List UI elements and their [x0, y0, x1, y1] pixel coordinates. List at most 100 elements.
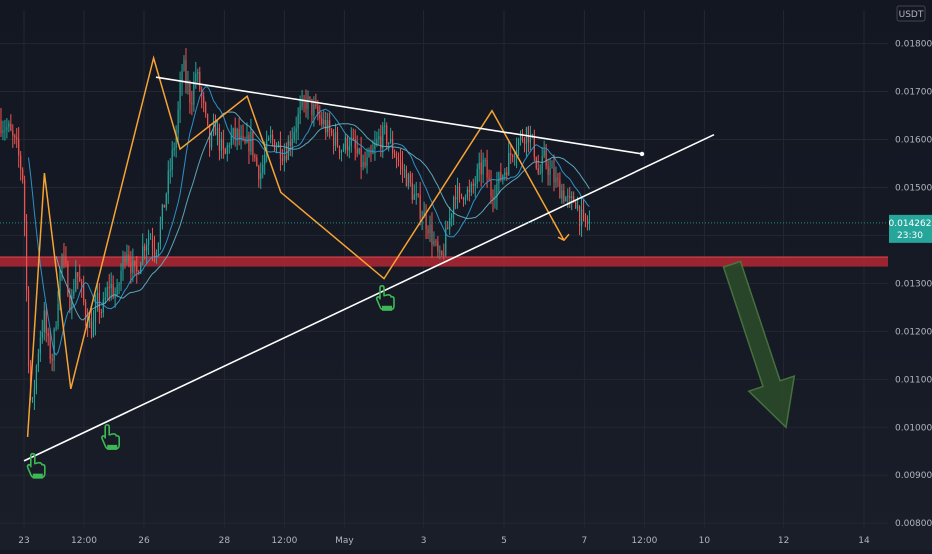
candle-body: [447, 227, 449, 230]
zigzag-pattern-line: [26, 55, 565, 437]
candle-body: [295, 128, 297, 133]
candle-body: [474, 183, 476, 186]
pointing-hand-cuff: [382, 305, 392, 311]
candle-body: [37, 353, 39, 367]
candle-body: [364, 162, 366, 166]
candle-body: [340, 150, 343, 153]
candle-body: [258, 165, 260, 180]
candle-body: [521, 134, 524, 141]
candle-body: [549, 168, 551, 175]
candle-body: [492, 196, 494, 200]
candle-body: [161, 204, 163, 225]
candle-body: [358, 148, 360, 154]
candle-body: [183, 59, 185, 71]
last-price-value: 0.014262: [889, 219, 932, 229]
candle-body: [470, 184, 472, 193]
candle-body: [291, 138, 293, 146]
candle-body: [55, 326, 57, 329]
candle-body: [220, 139, 222, 151]
candle-body: [405, 169, 407, 187]
candle-body: [167, 170, 169, 194]
candle-body: [108, 287, 110, 289]
x-tick-label: 12:00: [631, 536, 657, 546]
moving-average-slow: [55, 111, 590, 321]
candle-body: [374, 143, 376, 150]
candle-body: [588, 219, 591, 224]
candle-body: [336, 132, 339, 147]
candle-body: [413, 194, 415, 200]
candle-body: [334, 132, 337, 146]
candle-body: [496, 183, 498, 198]
candle-body: [370, 151, 372, 154]
candle-body: [397, 159, 400, 161]
candle-body: [488, 177, 490, 181]
candle-body: [480, 162, 482, 175]
candle-body: [22, 169, 24, 180]
candle-body: [53, 328, 55, 361]
candle-body: [348, 146, 350, 151]
x-tick-label: 23: [18, 536, 29, 546]
candle-body: [63, 254, 65, 257]
candle-body: [453, 197, 455, 214]
candles-layer: [0, 48, 591, 411]
candle-body: [417, 194, 419, 196]
candle-body: [81, 281, 83, 285]
candle-body: [260, 173, 262, 180]
candle-body: [486, 160, 488, 178]
candle-body: [352, 137, 354, 140]
candle-body: [512, 155, 514, 157]
candle-body: [59, 268, 61, 305]
candle-body: [508, 152, 510, 176]
candle-body: [250, 131, 252, 152]
candle-body: [409, 174, 411, 184]
candle-body: [565, 197, 567, 202]
candle-body: [325, 120, 327, 133]
x-tick-label: 14: [858, 536, 870, 546]
candle-body: [88, 318, 91, 328]
candle-body: [482, 160, 484, 175]
candle-body: [466, 189, 468, 198]
candle-body: [256, 157, 258, 166]
candle-body: [319, 115, 321, 119]
candle-body: [79, 276, 81, 282]
ascending-trendline: [23, 133, 715, 462]
candle-body: [490, 180, 492, 197]
candle-body: [498, 172, 500, 184]
candle-body: [207, 113, 209, 125]
pointing-hand-icon: [26, 452, 46, 479]
candle-body: [271, 134, 274, 141]
candle-body: [384, 125, 386, 127]
candle-body: [189, 83, 191, 104]
candle-body: [451, 213, 453, 218]
currency-label: USDT: [899, 10, 924, 20]
candle-body: [281, 159, 283, 161]
candle-body: [514, 156, 516, 158]
candle-body: [67, 263, 69, 297]
candle-body: [439, 251, 441, 253]
x-tick-label: 12: [778, 536, 789, 546]
candle-body: [510, 152, 512, 156]
x-tick-label: 12:00: [271, 536, 297, 546]
candle-body: [264, 154, 266, 165]
candle-body: [191, 103, 193, 105]
candle-body: [177, 109, 179, 133]
candle-body: [126, 254, 128, 262]
candle-body: [386, 125, 388, 144]
candle-body: [393, 153, 396, 157]
candle-body: [69, 296, 71, 311]
candle-body: [307, 96, 309, 109]
candle-body: [563, 190, 565, 202]
candle-body: [567, 195, 569, 198]
candle-body: [118, 284, 120, 286]
candle-body: [228, 145, 230, 147]
candle-body: [181, 70, 183, 83]
candle-body: [315, 104, 317, 107]
candle-body: [411, 183, 413, 200]
candle-body: [502, 175, 504, 181]
candle-body: [134, 260, 136, 266]
